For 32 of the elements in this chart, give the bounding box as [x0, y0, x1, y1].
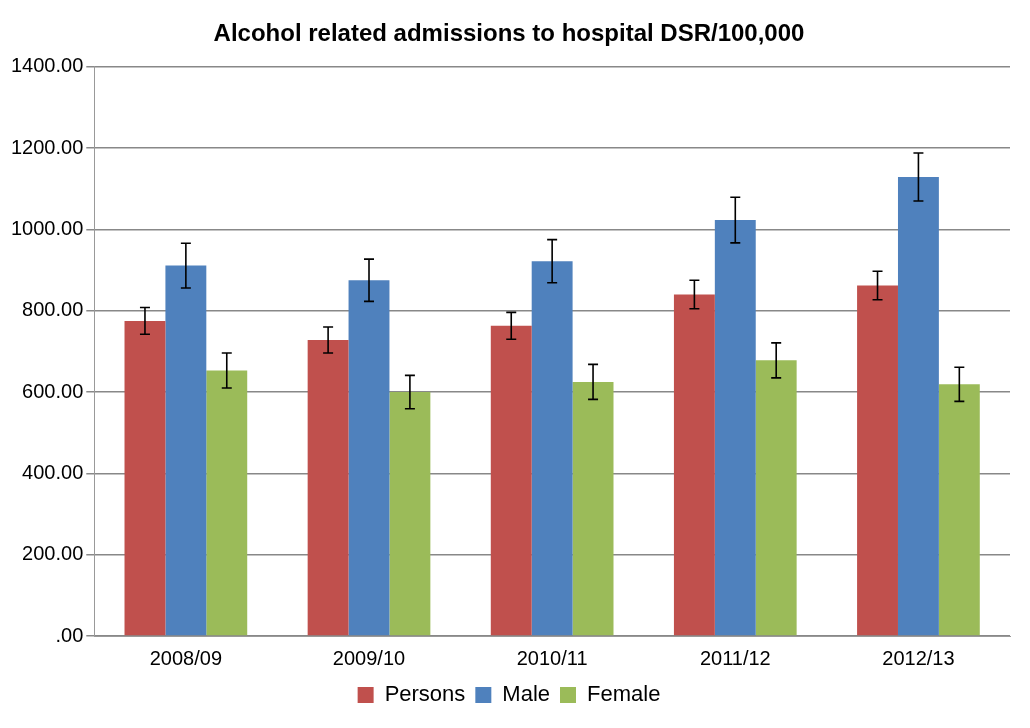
y-tick-label: 1000.00 [11, 216, 84, 239]
bar [897, 176, 939, 636]
bar [307, 340, 349, 636]
x-tick-label: 2010/11 [516, 646, 588, 669]
bar [755, 360, 797, 636]
y-tick-label: 200.00 [22, 542, 84, 565]
bar [938, 384, 980, 636]
bar [714, 220, 756, 636]
chart-title: Alcohol related admissions to hospital DSR/100,000 [213, 19, 805, 47]
bar [389, 392, 431, 636]
y-tick-label: 400.00 [22, 460, 84, 483]
x-tick-label: 2009/10 [332, 646, 406, 669]
y-tick-label: 1200.00 [11, 135, 84, 158]
bar [673, 294, 715, 636]
y-tick-label: .00 [55, 623, 84, 646]
bar [572, 381, 614, 636]
bar [490, 325, 532, 636]
bar [206, 370, 248, 636]
x-tick-label: 2011/12 [699, 646, 771, 669]
x-tick-label: 2008/09 [149, 646, 223, 669]
legend-label: Persons [384, 681, 466, 707]
bar [348, 280, 390, 636]
legend-label: Female [587, 681, 661, 707]
y-tick-label: 800.00 [22, 298, 84, 321]
bar [165, 265, 207, 636]
x-tick-label: 2012/13 [882, 646, 955, 669]
bar [531, 261, 573, 636]
y-tick-label: 1400.00 [11, 54, 84, 77]
legend-label: Male [502, 681, 551, 707]
bar [857, 285, 898, 636]
y-tick-label: 600.00 [22, 379, 84, 402]
bar [124, 320, 166, 636]
